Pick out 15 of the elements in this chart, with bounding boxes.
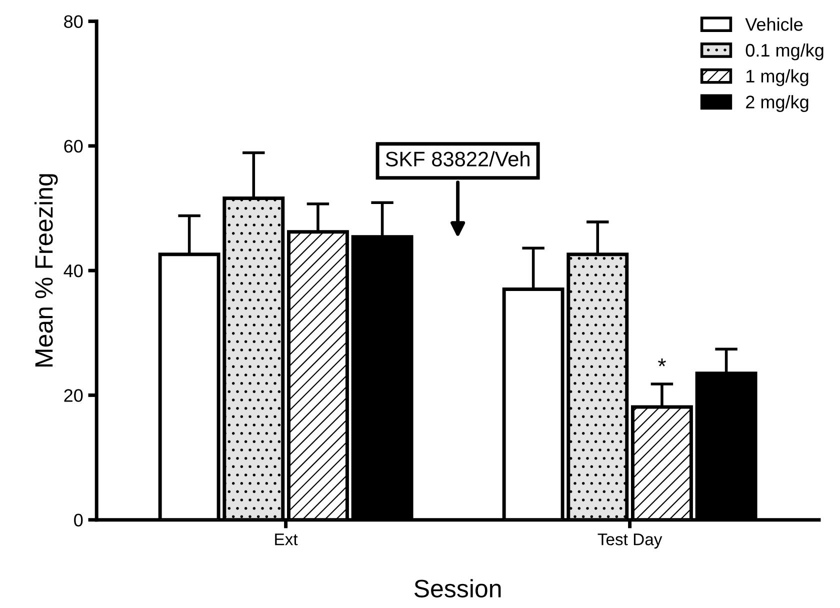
annotation: * xyxy=(658,358,666,366)
legend-label: 1 mg/kg xyxy=(746,69,808,86)
y-tick-label: 60 xyxy=(64,140,83,153)
legend-label: Vehicle xyxy=(745,18,803,31)
y-tick-label: 40 xyxy=(64,264,83,278)
legend-label: 0.1 mg/kg xyxy=(746,43,824,60)
y-axis-title: Mean % Freezing xyxy=(34,174,58,366)
y-tick-label: 20 xyxy=(64,389,83,402)
y-tick-label: 80 xyxy=(64,15,83,28)
x-tick-label: Test Day xyxy=(598,534,662,549)
x-axis-title: Session xyxy=(414,579,501,598)
y-tick-label: 0 xyxy=(74,514,83,527)
x-tick-label: Ext xyxy=(275,534,298,546)
legend-label: 2 mg/kg xyxy=(746,95,808,112)
annotation: SKF 83822/Veh xyxy=(386,151,530,166)
